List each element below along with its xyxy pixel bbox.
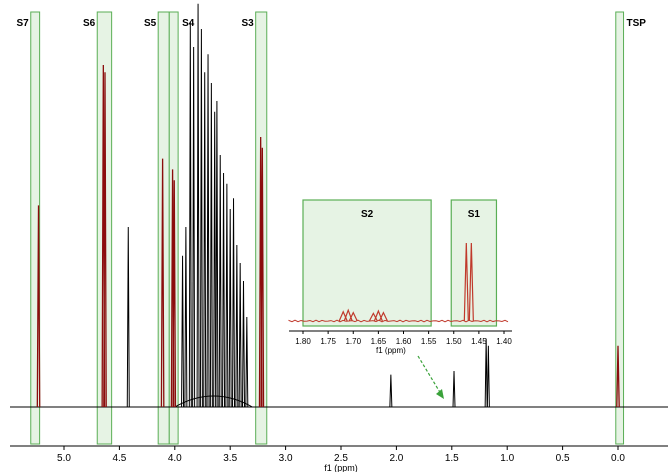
highlighted-peak [103, 72, 107, 408]
inset-peak [378, 311, 388, 322]
inset-region-box-s2 [302, 199, 432, 327]
x-tick-label: 0.0 [611, 453, 625, 464]
spectrum-peak [196, 3, 200, 408]
region-label-s5: S5 [144, 18, 157, 29]
inset-x-tick-label: 1.60 [396, 337, 412, 346]
spectrum-peak [215, 100, 219, 408]
spectrum-peak [235, 244, 239, 408]
spectrum-peak [206, 54, 210, 408]
inset-x-tick-label: 1.70 [345, 337, 361, 346]
inset-x-tick-label: 1.65 [371, 337, 387, 346]
arrow-head [436, 389, 444, 399]
x-tick-label: 2.5 [334, 453, 348, 464]
x-axis-title: f1 (ppm) [324, 463, 358, 472]
x-tick-label: 1.5 [445, 453, 459, 464]
highlighted-peak [260, 147, 265, 408]
spectrum-peak [209, 82, 213, 408]
spectrum-peak [232, 198, 236, 408]
spectrum-peak [192, 46, 196, 408]
arrow-shaft [417, 355, 442, 395]
spectrum-peak [389, 374, 393, 408]
inset-region-label-s2: S2 [361, 209, 374, 220]
region-box-tsp [615, 11, 625, 445]
x-tick-label: 5.0 [57, 453, 71, 464]
inset-peak [348, 311, 358, 322]
inset-zoom-panel: S2 S1 1.80 1.75 1.70 1.65 1.60 1.55 1.50 1.45 1.40… [288, 199, 512, 355]
spectrum-peak [181, 255, 185, 408]
inset-x-tick-label: 1.75 [320, 337, 336, 346]
x-tick-label: 4.5 [112, 453, 126, 464]
spectrum-peak [218, 154, 222, 408]
inset-peak [468, 242, 474, 322]
inset-region-label-s1: S1 [468, 209, 481, 220]
spectrum-peak [126, 226, 130, 408]
highlighted-peak [160, 158, 165, 408]
inset-x-tick-label: 1.40 [496, 337, 512, 346]
x-tick-label: 1.0 [500, 453, 514, 464]
spectrum-peak [199, 28, 203, 408]
region-label-s7: S7 [17, 18, 30, 29]
spectrum-peak [484, 338, 488, 408]
highlighted-peak [172, 180, 177, 408]
inset-peak [463, 242, 469, 322]
spectrum-peak [225, 183, 229, 408]
spectrum-peak [184, 226, 188, 408]
inset-x-axis-title: f1 (ppm) [376, 346, 406, 355]
spectrum-peak [486, 345, 490, 408]
spectrum-peak [188, 21, 192, 408]
inset-pointer-arrow [417, 355, 444, 399]
spectrum-peak [213, 111, 217, 408]
spectrum-peak [238, 262, 242, 408]
spectrum-peak [222, 172, 226, 408]
region-label-s3: S3 [241, 18, 254, 29]
inset-x-tick-label: 1.80 [295, 337, 311, 346]
x-tick-label: 4.0 [168, 453, 182, 464]
x-axis: 5.0 4.5 4.0 3.5 3.0 2.5 2.0 1.5 1.0 0.5 0.0 f1 (pp… [10, 445, 668, 472]
x-tick-label: 3.5 [223, 453, 237, 464]
x-tick-label: 3.0 [279, 453, 293, 464]
spectrum-peak [245, 316, 249, 408]
inset-x-tick-label: 1.45 [471, 337, 487, 346]
highlighted-peak [616, 345, 620, 408]
inset-region-box-s1 [450, 199, 498, 327]
spectrum-peak [228, 208, 232, 408]
spectrum-peak [452, 370, 456, 408]
x-axis-ticks: 5.0 4.5 4.0 3.5 3.0 2.5 2.0 1.5 1.0 0.5 0.0 [57, 446, 625, 464]
x-tick-label: 2.0 [389, 453, 403, 464]
inset-x-tick-label: 1.50 [446, 337, 462, 346]
region-box-s7 [30, 11, 41, 445]
region-label-s6: S6 [83, 18, 96, 29]
region-label-tsp: TSP [627, 18, 647, 29]
spectrum-trace [10, 3, 668, 408]
spectrum-peak [203, 72, 207, 408]
spectrum-peak [241, 280, 245, 408]
inset-baseline [288, 319, 509, 323]
region-label-s4: S4 [182, 18, 195, 29]
inset-x-tick-label: 1.55 [421, 337, 437, 346]
highlighted-peak [36, 205, 41, 408]
x-tick-label: 0.5 [556, 453, 570, 464]
